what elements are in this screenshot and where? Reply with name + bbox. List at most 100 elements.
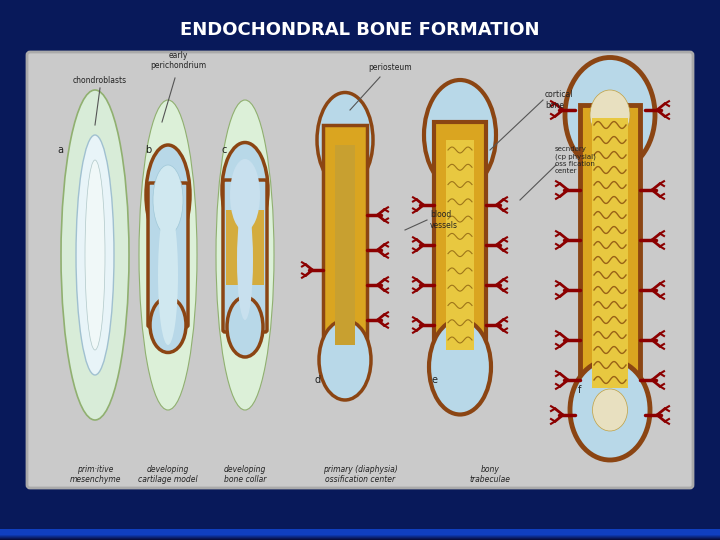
Ellipse shape	[230, 159, 260, 231]
Ellipse shape	[216, 100, 274, 410]
Ellipse shape	[565, 57, 655, 172]
Bar	[0, 533, 720, 538]
Text: e: e	[432, 375, 438, 385]
Ellipse shape	[139, 100, 197, 410]
Bar	[0, 533, 720, 538]
Text: developing
bone collar: developing bone collar	[224, 465, 266, 484]
Bar	[0, 534, 720, 539]
Bar	[0, 533, 720, 538]
Bar	[0, 535, 720, 540]
Text: chondroblasts: chondroblasts	[73, 76, 127, 85]
Bar	[0, 531, 720, 536]
Bar	[0, 534, 720, 539]
Bar	[0, 530, 720, 536]
Bar	[0, 532, 720, 538]
Text: d: d	[315, 375, 321, 385]
Text: f: f	[578, 385, 582, 395]
FancyBboxPatch shape	[27, 52, 693, 488]
Bar	[0, 535, 720, 540]
Bar	[0, 531, 720, 537]
FancyBboxPatch shape	[335, 145, 355, 345]
Bar	[0, 535, 720, 540]
Bar	[0, 531, 720, 537]
Bar	[0, 532, 720, 537]
Bar	[0, 535, 720, 540]
Text: primary (diaphysia)
ossification center: primary (diaphysia) ossification center	[323, 465, 397, 484]
Bar	[0, 534, 720, 539]
Ellipse shape	[319, 320, 371, 400]
Text: a: a	[57, 145, 63, 155]
Bar	[0, 532, 720, 538]
Bar	[0, 531, 720, 537]
Bar	[0, 531, 720, 537]
FancyBboxPatch shape	[323, 125, 367, 355]
Bar	[0, 534, 720, 539]
Text: early
perichondrium: early perichondrium	[150, 51, 206, 70]
Bar	[0, 534, 720, 539]
Bar	[0, 534, 720, 539]
Bar	[0, 531, 720, 537]
Bar	[0, 534, 720, 539]
Ellipse shape	[61, 90, 129, 420]
Text: prim·itive
mesenchyme: prim·itive mesenchyme	[69, 465, 121, 484]
Bar	[0, 532, 720, 538]
Ellipse shape	[590, 90, 630, 140]
Bar	[0, 530, 720, 536]
Bar	[0, 534, 720, 539]
Bar	[0, 529, 720, 535]
Bar	[0, 530, 720, 535]
Ellipse shape	[227, 297, 263, 357]
Bar	[0, 532, 720, 537]
FancyBboxPatch shape	[148, 183, 188, 327]
Bar	[0, 531, 720, 537]
Text: secndary
(cp physial)
oss fication
center: secndary (cp physial) oss fication cente…	[555, 146, 596, 174]
Text: periosteum: periosteum	[368, 63, 412, 72]
Bar	[0, 531, 720, 536]
Ellipse shape	[76, 135, 114, 375]
Ellipse shape	[158, 205, 178, 345]
Bar	[0, 532, 720, 538]
Bar	[0, 529, 720, 535]
Bar	[0, 530, 720, 535]
Bar	[0, 530, 720, 535]
Bar	[0, 530, 720, 536]
Bar	[0, 530, 720, 536]
Bar	[0, 531, 720, 536]
Bar	[0, 533, 720, 538]
Bar	[0, 530, 720, 536]
Bar	[0, 534, 720, 539]
Bar	[0, 530, 720, 535]
Bar	[0, 532, 720, 538]
Bar	[0, 530, 720, 535]
Bar	[0, 534, 720, 539]
Bar	[0, 533, 720, 538]
Bar	[0, 529, 720, 535]
Bar	[0, 531, 720, 536]
Bar	[0, 529, 720, 535]
Bar	[0, 534, 720, 539]
Ellipse shape	[153, 165, 183, 235]
Bar	[0, 530, 720, 536]
Bar	[0, 530, 720, 535]
Bar	[0, 531, 720, 537]
Bar	[0, 533, 720, 538]
Bar	[0, 534, 720, 539]
Bar	[0, 532, 720, 537]
Bar	[0, 529, 720, 535]
Ellipse shape	[570, 360, 650, 460]
Ellipse shape	[429, 320, 491, 415]
Bar	[0, 533, 720, 538]
Bar	[0, 531, 720, 537]
Bar	[0, 532, 720, 538]
Bar	[0, 533, 720, 538]
Bar	[0, 531, 720, 536]
Bar	[0, 534, 720, 539]
Ellipse shape	[237, 200, 253, 320]
Bar	[0, 532, 720, 537]
Bar	[0, 532, 720, 538]
Ellipse shape	[150, 298, 186, 353]
Bar	[0, 530, 720, 536]
Text: blood
vessels: blood vessels	[430, 210, 458, 230]
Bar	[0, 534, 720, 539]
Bar	[0, 532, 720, 538]
